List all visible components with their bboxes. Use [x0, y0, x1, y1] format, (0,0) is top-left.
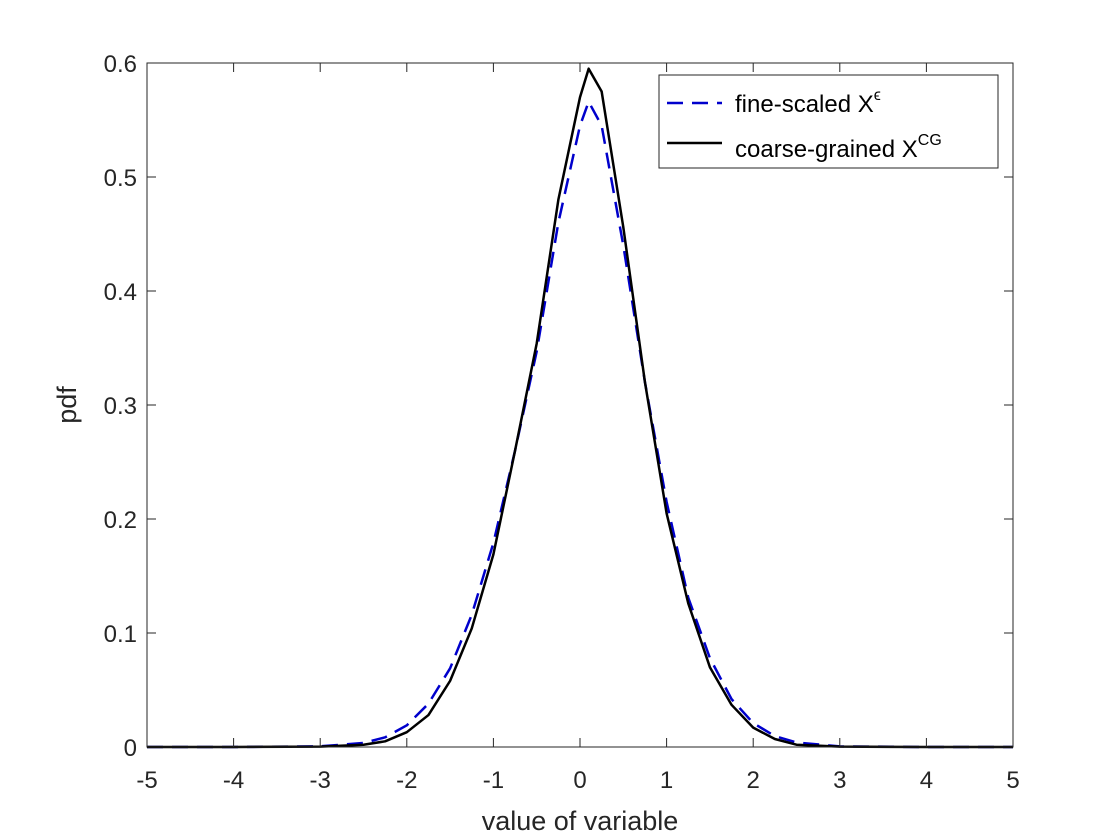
y-tick-label: 0.6: [104, 51, 137, 78]
x-axis-label: value of variable: [482, 806, 679, 836]
x-tick-label: 4: [920, 767, 933, 794]
plot-background: [147, 63, 1013, 747]
legend-label-fine-scaled: fine-scaled Xϵ: [735, 87, 881, 118]
x-tick-label: 0: [573, 767, 586, 794]
y-axis-label: pdf: [52, 386, 82, 424]
x-tick-label: 3: [833, 767, 846, 794]
x-tick-label: -1: [483, 767, 504, 794]
legend-label-fine-scaled-sup: ϵ: [874, 87, 881, 104]
legend-label-coarse-grained-sup: CG: [918, 132, 942, 149]
x-tick-label: -3: [310, 767, 331, 794]
x-tick-label: 1: [660, 767, 673, 794]
x-tick-label: -5: [136, 767, 157, 794]
series-layer: [147, 67, 1013, 749]
y-tick-label: 0.3: [104, 393, 137, 420]
y-tick-label: 0.2: [104, 507, 137, 534]
legend-label-coarse-grained: coarse-grained XCG: [735, 132, 942, 163]
tick-layer: -5 -4 -3 -2 -1 0 1 2 3 4 5 0 0.1 0.2 0.3 0.4 0.5 0.6: [104, 51, 1020, 794]
y-tick-label: 0.1: [104, 621, 137, 648]
series-line-coarse-grained: [147, 67, 1013, 749]
y-tick-label: 0: [124, 735, 137, 762]
legend-label-coarse-grained-name: coarse-grained X: [735, 136, 918, 163]
x-tick-label: 2: [747, 767, 760, 794]
series-line-fine-scaled: [147, 100, 1013, 749]
legend: fine-scaled Xϵ coarse-grained XCG: [658, 74, 999, 169]
legend-box: [658, 74, 999, 169]
legend-label-fine-scaled-name: fine-scaled X: [735, 91, 874, 118]
x-tick-label: 5: [1006, 767, 1019, 794]
x-tick-label: -4: [223, 767, 244, 794]
y-tick-label: 0.4: [104, 279, 137, 306]
y-tick-label: 0.5: [104, 165, 137, 192]
x-tick-label: -2: [396, 767, 417, 794]
